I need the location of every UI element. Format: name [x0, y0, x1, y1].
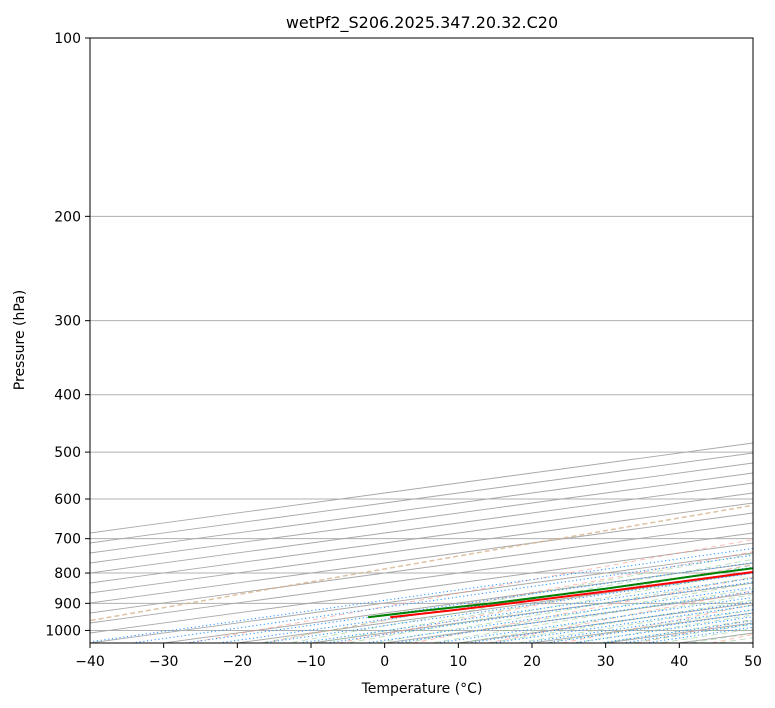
moist-adiabat-line	[315, 564, 753, 643]
x-tick-label: −30	[149, 654, 179, 670]
profile-lines	[367, 567, 753, 619]
x-tick-label: 50	[744, 654, 762, 670]
y-tick-label: 100	[54, 31, 81, 47]
x-tick-label: 0	[380, 654, 389, 670]
moist-adiabat-line	[428, 588, 753, 643]
isotherm-line	[384, 592, 753, 643]
mixing-ratio-line	[218, 566, 753, 643]
isotherm-line	[531, 612, 753, 643]
isotherm-line	[90, 452, 753, 544]
isotherm-line	[90, 552, 753, 643]
chart-title: wetPf2_S206.2025.347.20.32.C20	[286, 13, 558, 33]
mixing-ratio-line	[492, 604, 753, 643]
x-tick-label: 10	[449, 654, 467, 670]
mixing-ratio-line	[645, 626, 753, 643]
dry-adiabat-line	[90, 504, 753, 622]
x-tick-label: 20	[523, 654, 541, 670]
moist-adiabat-line	[485, 599, 753, 643]
moist-adiabat-line	[686, 632, 753, 643]
y-tick-label: 600	[54, 492, 81, 508]
dry-adiabat-line	[412, 576, 753, 643]
x-tick-label: −40	[75, 654, 105, 670]
isotherm-line	[679, 632, 753, 643]
dry-adiabat-line	[562, 604, 753, 643]
isotherm-line	[90, 492, 753, 584]
temperature-profile-line	[390, 571, 753, 619]
mixing-ratio-line	[131, 554, 753, 643]
moist-adiabat-line	[657, 628, 753, 643]
mixing-ratio-line	[436, 597, 753, 643]
isotherm-line	[605, 622, 753, 643]
y-tick-label: 1000	[45, 623, 81, 639]
isotherm-line	[90, 532, 753, 624]
moist-adiabat-line	[372, 576, 753, 643]
y-tick-label: 400	[54, 388, 81, 404]
mixing-ratio-line	[185, 562, 753, 643]
isotherm-line	[90, 522, 753, 614]
moist-adiabat-line	[400, 582, 753, 643]
isotherm-line	[90, 462, 753, 554]
y-tick-label: 900	[54, 596, 81, 612]
isotherm-line	[90, 542, 753, 634]
dry-adiabat-line	[636, 618, 753, 643]
isotherm-line	[90, 472, 753, 564]
isotherm-line	[90, 512, 753, 604]
moist-adiabat-line	[715, 637, 753, 643]
x-tick-label: −10	[296, 654, 326, 670]
dry-adiabat-line	[263, 551, 753, 643]
background-lines	[90, 38, 753, 643]
mixing-ratio-line	[546, 612, 753, 643]
mixing-ratio-line	[572, 616, 753, 643]
isotherm-line	[458, 602, 753, 643]
isotherm-line	[90, 502, 753, 594]
x-tick-label: 40	[670, 654, 688, 670]
y-tick-label: 300	[54, 314, 81, 330]
x-axis-title: Temperature (°C)	[361, 681, 483, 697]
mixing-ratio-line	[599, 620, 753, 643]
dry-adiabat-line	[711, 633, 753, 643]
isotherm-line	[90, 482, 753, 574]
y-axis-title: Pressure (hPa)	[12, 290, 28, 390]
moist-adiabat-line	[343, 570, 753, 643]
y-tick-label: 500	[54, 445, 81, 461]
x-tick-label: −20	[223, 654, 253, 670]
x-axis: −40 −30 −20 −10 0 10 20 30 40 50	[75, 643, 762, 670]
isotherm-line	[752, 642, 753, 643]
moist-adiabat-line	[456, 594, 753, 643]
isotherm-line	[310, 582, 753, 643]
moist-adiabat-line	[513, 604, 753, 643]
y-tick-label: 800	[54, 566, 81, 582]
moist-adiabat-line	[542, 609, 753, 643]
y-tick-label: 200	[54, 209, 81, 225]
dry-adiabat-line	[338, 563, 753, 643]
mixing-ratio-line	[522, 609, 753, 643]
dewpoint-profile-line	[367, 567, 753, 619]
moist-adiabat-line	[257, 553, 753, 643]
x-tick-label: 30	[597, 654, 615, 670]
plot-frame	[89, 37, 754, 644]
dry-adiabat-line	[487, 590, 753, 643]
y-tick-label: 700	[54, 532, 81, 548]
y-axis: 100 200 300 400 500 600 700 800 900 1000	[45, 31, 90, 639]
